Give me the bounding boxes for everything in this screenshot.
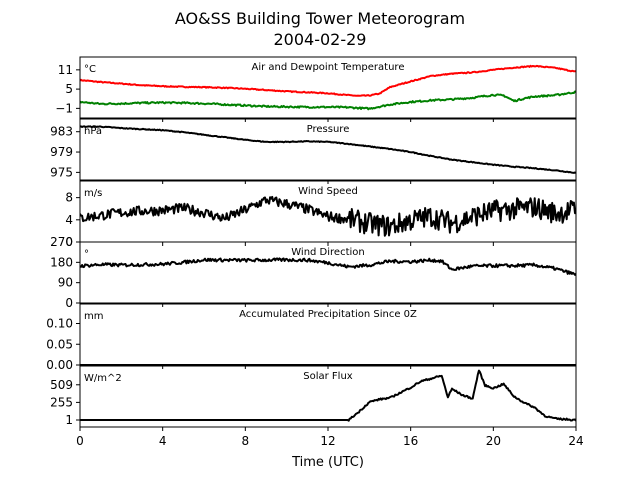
panel-0-unit: °C [84,64,96,75]
x-tick-label-3: 12 [320,434,335,448]
x-axis: 0 4 8 12 16 20 24 [76,434,583,448]
panel-3: 0 90 180 270 Wind Direction ° [50,235,577,310]
panel-1-unit: hPa [84,126,102,137]
panel-5-ytick-label-0: 1 [65,413,73,427]
panel-0-ytick-label-1: 5 [65,82,73,96]
panel-1: 975 979 983 Pressure hPa [50,118,577,184]
panel-4-unit: mm [84,311,103,322]
chart-title: AO&SS Building Tower Meteorogram [175,9,465,28]
panel-4-ytick-label-0: 0.00 [46,358,73,372]
x-tick-label-2: 8 [242,434,250,448]
panel-5: 1 255 509 Solar Flux W/m^2 [50,365,577,431]
x-tick-label-0: 0 [76,434,84,448]
panel-0-series-1 [80,90,576,111]
panel-2-series-0 [80,195,576,237]
panel-3-ytick-label-0: 0 [65,296,73,310]
x-tick-label-1: 4 [159,434,167,448]
panel-5-ytick-label-1: 255 [50,395,73,409]
x-tick-label-4: 16 [403,434,418,448]
x-tick-label-5: 20 [486,434,501,448]
panel-3-ytick-label-2: 180 [50,255,73,269]
panel-2-title: Wind Speed [298,186,358,197]
panel-2-ytick-label-2: 8 [65,191,73,205]
panel-4-title: Accumulated Precipitation Since 0Z [239,309,417,320]
panel-5-unit: W/m^2 [84,373,122,384]
panel-1-title: Pressure [307,124,350,135]
panel-4: 0.00 0.05 0.10 Accumulated Precipitation Si… [46,303,577,372]
panel-2-ytick-label-0: 0 [65,235,73,249]
panel-0-ytick-label-2: 11 [58,63,73,77]
panel-0-ytick-label-0: −1 [55,101,73,115]
panel-1-ytick-label-0: 975 [50,165,73,179]
panel-5-title: Solar Flux [303,371,353,382]
panel-3-series-0 [80,257,576,276]
x-tick-label-6: 24 [568,434,583,448]
panel-5-series-0 [80,369,576,422]
panel-3-ytick-label-1: 90 [58,276,73,290]
panel-1-ytick-label-2: 983 [50,125,73,139]
panel-3-ytick-label-3: 270 [50,235,73,249]
panel-4-ytick-label-1: 0.05 [46,337,73,351]
panel-0: −1 5 11 Air and Dewpoint Temperature °C [55,56,577,122]
panel-1-ytick-label-1: 979 [50,145,73,159]
panel-3-unit: ° [84,249,89,260]
panel-2-unit: m/s [84,188,102,199]
panel-1-series-0 [80,125,576,174]
panel-0-title: Air and Dewpoint Temperature [252,62,405,73]
panel-2-ytick-label-1: 4 [65,213,73,227]
panel-5-ytick-label-2: 509 [50,378,73,392]
chart-subtitle-date: 2004-02-29 [274,30,367,49]
x-axis-label: Time (UTC) [291,455,364,470]
panel-0-series-0 [80,64,576,97]
panel-3-title: Wind Direction [291,247,365,258]
panel-4-ytick-label-2: 0.10 [46,317,73,331]
